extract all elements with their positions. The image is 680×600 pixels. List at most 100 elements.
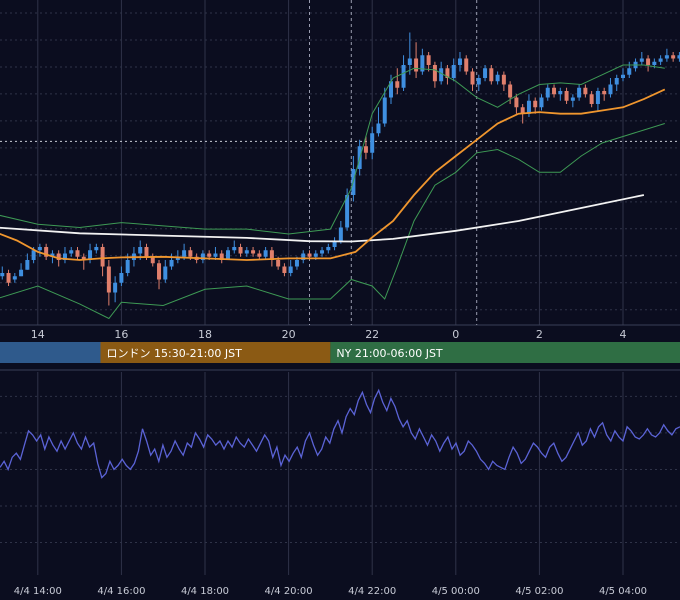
- candle-body: [376, 123, 381, 134]
- oscillator-panel[interactable]: [0, 369, 680, 575]
- candle-body: [483, 68, 488, 78]
- x-tick-label: 2: [536, 328, 543, 341]
- osc-x-tick-label: 4/4 16:00: [97, 586, 145, 597]
- candle-body: [508, 84, 513, 98]
- candle-body: [658, 58, 663, 62]
- osc-x-tick-label: 4/4 14:00: [14, 586, 62, 597]
- candle-body: [69, 250, 74, 254]
- candle-body: [119, 273, 124, 283]
- candle-body: [345, 195, 350, 228]
- candle-body: [514, 97, 519, 108]
- candle-body: [451, 65, 456, 78]
- candle-body: [464, 58, 469, 72]
- candle-body: [182, 250, 187, 257]
- candle-body: [200, 253, 205, 260]
- long-moving-average: [0, 194, 645, 243]
- candle-body: [150, 256, 155, 264]
- candle-body: [414, 58, 419, 72]
- candle-body: [476, 78, 481, 85]
- short-moving-average: [0, 88, 666, 261]
- candle-body: [526, 100, 531, 114]
- candle-body: [595, 91, 600, 104]
- candle-body: [382, 97, 387, 124]
- candle-body: [439, 68, 444, 82]
- session-band: [330, 342, 680, 363]
- candle-body: [207, 253, 212, 257]
- candle-body: [552, 87, 557, 95]
- bollinger-upper-band: [0, 64, 665, 235]
- candle-body: [106, 266, 111, 293]
- candle-body: [589, 94, 594, 104]
- candle-body: [545, 87, 550, 98]
- candle-body: [25, 260, 30, 270]
- session-marker-lines: [309, 0, 478, 325]
- candle-body: [671, 55, 676, 59]
- candle-body: [0, 273, 5, 277]
- candle-body: [219, 253, 224, 260]
- candle-body: [157, 263, 162, 280]
- candle-body: [577, 87, 582, 98]
- candle-body: [44, 247, 49, 257]
- bollinger-lower-band: [0, 123, 665, 320]
- candle-body: [664, 55, 669, 59]
- candle-body: [50, 253, 55, 257]
- candle-body: [570, 97, 575, 101]
- candle-body: [232, 247, 237, 251]
- x-tick-label: 4: [620, 328, 627, 341]
- candle-body: [12, 276, 17, 280]
- candle-body: [558, 91, 563, 95]
- candle-body: [88, 250, 93, 260]
- osc-x-tick-label: 4/4 22:00: [348, 586, 396, 597]
- candle-body: [19, 269, 24, 277]
- candle-body: [583, 87, 588, 95]
- candle-body: [627, 68, 632, 75]
- candle-body: [188, 250, 193, 257]
- candle-body: [163, 266, 168, 280]
- candle-body: [6, 273, 11, 283]
- candle-body: [495, 74, 500, 82]
- osc-x-tick-label: 4/5 00:00: [432, 586, 480, 597]
- candle-body: [169, 260, 174, 267]
- candle-body: [288, 266, 293, 273]
- candle-body: [533, 100, 538, 108]
- candle-body: [269, 250, 274, 260]
- candle-body: [457, 58, 462, 65]
- candle-body: [307, 253, 312, 257]
- candle-body: [432, 65, 437, 82]
- candle-body: [363, 146, 368, 153]
- oscillator-line: [0, 388, 680, 479]
- candle-body: [94, 247, 99, 251]
- main-chart-panel[interactable]: [0, 0, 680, 326]
- candle-body: [395, 81, 400, 88]
- candle-body: [639, 58, 644, 62]
- candle-body: [602, 91, 607, 95]
- candle-body: [244, 250, 249, 254]
- candle-body: [470, 71, 475, 85]
- candle-body: [282, 266, 287, 273]
- candle-body: [489, 68, 494, 82]
- candle-body: [301, 253, 306, 260]
- candle-body: [564, 91, 569, 101]
- candle-body: [294, 260, 299, 267]
- osc-x-tick-label: 4/4 20:00: [265, 586, 313, 597]
- candle-body: [62, 253, 67, 260]
- candle-body: [501, 74, 506, 85]
- candle-body: [175, 256, 180, 260]
- candles: [0, 32, 680, 306]
- candle-body: [426, 55, 431, 65]
- candle-body: [520, 107, 525, 114]
- x-tick-label: 14: [31, 328, 45, 341]
- candle-body: [539, 97, 544, 108]
- main-x-axis: 14 16 18 20 22 0 2 4: [31, 328, 627, 341]
- session-band-label: ロンドン 15:30-21:00 JST: [107, 347, 243, 360]
- candle-body: [370, 133, 375, 153]
- osc-x-tick-label: 4/4 18:00: [181, 586, 229, 597]
- candle-body: [420, 55, 425, 72]
- session-band-label: NY 21:00-06:00 JST: [336, 347, 443, 360]
- candle-body: [238, 247, 243, 254]
- candle-body: [100, 247, 105, 267]
- candle-body: [138, 247, 143, 254]
- osc-x-tick-label: 4/5 04:00: [599, 586, 647, 597]
- session-band: [100, 342, 331, 363]
